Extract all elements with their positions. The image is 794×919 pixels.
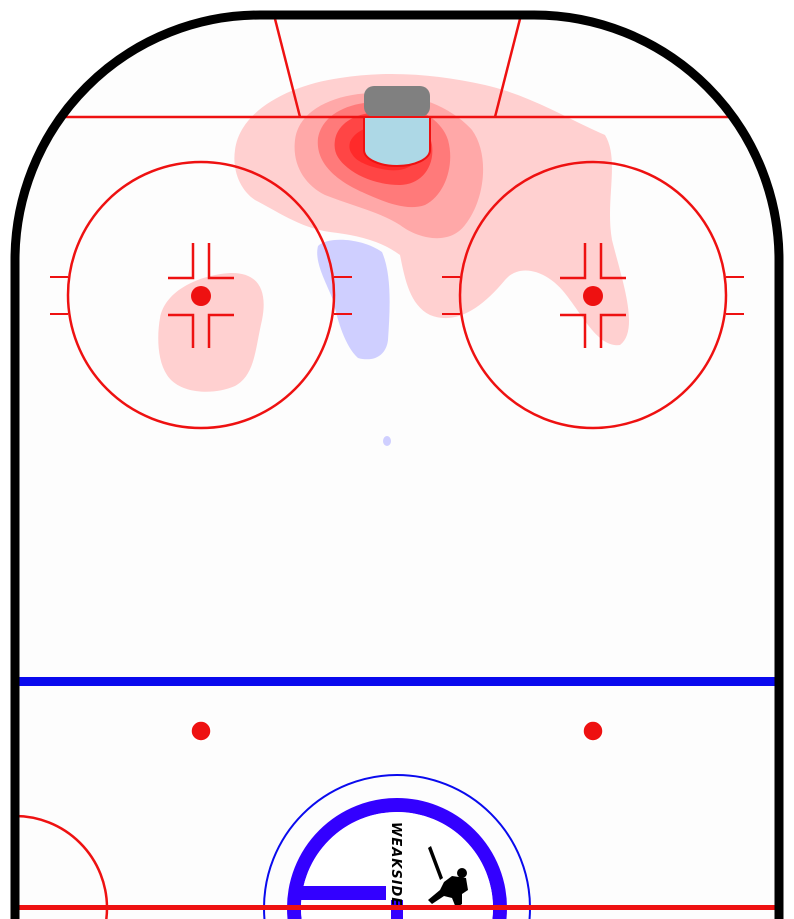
- trapezoid-left: [272, 15, 302, 118]
- heatmap-zone-high-slot-deficit: [317, 239, 390, 360]
- neutral-zone-dot-left: [190, 720, 212, 742]
- blue-line: [15, 677, 779, 686]
- rink-boards: [10, 10, 784, 919]
- center-logo-bar: [300, 886, 386, 900]
- center-red-line: [15, 905, 779, 910]
- trapezoid-right: [493, 15, 523, 118]
- left-faceoff-dot: [191, 286, 211, 306]
- hockey-player-icon: [428, 846, 468, 908]
- neutral-zone-dot-right: [582, 720, 604, 742]
- goal-net: [364, 86, 430, 117]
- right-faceoff-circle: [442, 160, 744, 430]
- heatmap-zone-small-deficit: [383, 436, 391, 446]
- logo-text: WEAKSIDE: [388, 822, 403, 907]
- heatmap-zone-left-circle: [158, 272, 264, 392]
- goal-crease: [363, 116, 431, 167]
- left-faceoff-circle: [50, 160, 352, 430]
- right-faceoff-dot: [583, 286, 603, 306]
